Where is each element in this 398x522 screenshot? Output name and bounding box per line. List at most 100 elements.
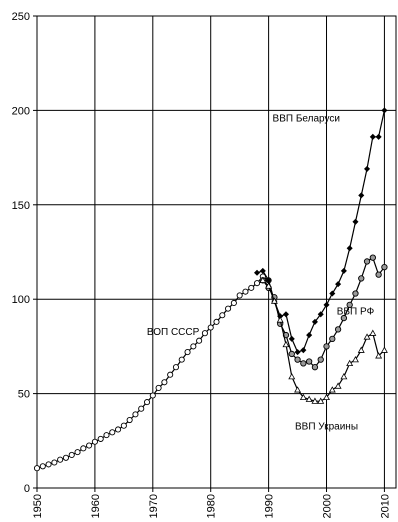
data-point: [294, 356, 301, 363]
data-point: [230, 299, 237, 307]
series-3: [259, 276, 388, 404]
data-point: [375, 133, 382, 140]
data-point: [346, 359, 354, 367]
x-tick-label: 2000: [322, 494, 334, 518]
data-point: [305, 358, 313, 365]
data-point: [306, 332, 313, 339]
data-point: [149, 392, 156, 399]
data-point: [300, 347, 307, 354]
data-point: [317, 397, 325, 404]
data-point: [51, 459, 58, 466]
data-point: [375, 352, 383, 359]
y-tick-label: 0: [24, 483, 30, 495]
data-point: [270, 297, 278, 304]
data-point: [86, 442, 93, 449]
data-point: [282, 340, 290, 348]
data-point: [328, 386, 336, 393]
data-point: [340, 267, 347, 274]
data-point: [276, 316, 284, 323]
data-point: [126, 416, 133, 424]
series-annotation: ВВП Беларуси: [273, 114, 340, 125]
data-point: [317, 311, 324, 318]
data-point: [172, 364, 180, 371]
data-point: [248, 284, 255, 291]
data-point: [207, 324, 214, 331]
data-point: [45, 461, 52, 468]
data-point: [62, 454, 70, 461]
data-point: [294, 386, 302, 393]
data-point: [120, 422, 127, 429]
data-point: [352, 218, 359, 225]
data-point: [358, 275, 365, 282]
series-0: [33, 273, 272, 472]
data-point: [68, 451, 75, 459]
data-point: [288, 372, 296, 380]
gridlines: [36, 16, 396, 488]
data-point: [340, 314, 348, 322]
data-point: [323, 301, 330, 308]
data-point: [329, 335, 336, 342]
x-tick-label: 1980: [206, 494, 218, 518]
data-point: [213, 318, 220, 325]
data-point: [299, 393, 307, 401]
y-tick-label: 150: [12, 200, 30, 212]
data-point: [201, 330, 208, 337]
data-point: [323, 343, 330, 350]
data-point: [196, 337, 203, 344]
data-point: [39, 463, 46, 470]
data-point: [363, 258, 371, 265]
data-point: [178, 356, 185, 363]
data-point: [265, 282, 273, 289]
series-line: [262, 256, 385, 369]
data-point: [351, 355, 359, 363]
data-point: [91, 438, 98, 445]
data-point: [288, 350, 295, 358]
data-point: [357, 346, 365, 353]
data-point: [225, 305, 232, 312]
data-point: [300, 360, 307, 367]
x-tick-label: 1990: [264, 494, 276, 518]
data-point: [358, 192, 365, 199]
x-tick-label: 1970: [148, 494, 160, 518]
y-tick-label: 200: [12, 105, 30, 117]
data-point: [311, 318, 318, 325]
data-point: [381, 107, 388, 114]
data-point: [219, 312, 226, 319]
annotations: ВВП Беларуси ВВП РФ ВОП СССР ВВП Украины: [147, 114, 375, 433]
y-tick-label: 250: [12, 11, 30, 23]
data-point: [380, 346, 388, 353]
data-point: [155, 384, 162, 391]
data-point: [369, 254, 376, 261]
data-point: [184, 349, 191, 356]
data-point: [364, 165, 371, 172]
data-point: [259, 267, 266, 274]
data-point: [352, 290, 359, 297]
data-point: [311, 364, 319, 371]
data-point: [253, 280, 261, 287]
data-point: [334, 382, 342, 389]
data-point: [109, 429, 116, 436]
data-point: [346, 245, 353, 252]
data-point: [369, 329, 377, 336]
data-point: [190, 343, 197, 350]
y-tick-label: 100: [12, 294, 30, 306]
series-2: [259, 254, 388, 371]
data-point: [132, 411, 139, 418]
data-point: [57, 456, 64, 463]
data-point: [254, 269, 261, 276]
series-annotation: ВВП Украины: [295, 421, 358, 432]
data-point: [242, 288, 249, 295]
data-point: [115, 426, 122, 433]
data-point: [74, 449, 81, 456]
data-point: [346, 301, 353, 309]
plot-frame: [36, 15, 397, 489]
data-point: [236, 292, 243, 299]
x-tick-label: 1950: [32, 494, 44, 518]
data-point: [323, 393, 330, 401]
y-tick-label: 50: [18, 389, 30, 401]
x-tick-label: 2010: [379, 494, 391, 518]
x-tick-label: 1960: [90, 494, 102, 518]
axis-labels: 1950 1960 1970 1980 1990 2000 2010 0 50 100 150 200…: [12, 11, 392, 518]
